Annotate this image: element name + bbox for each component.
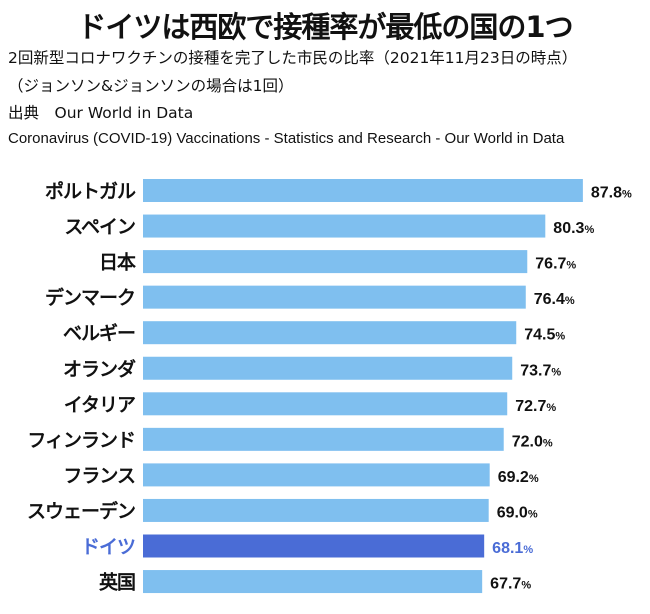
- chart-subtitle-line2: （ジョンソン&ジョンソンの場合は1回）: [8, 77, 294, 95]
- bar-8: [143, 463, 490, 487]
- source-label: 出典 Our World in Data: [8, 104, 194, 122]
- value-label: 74.5%: [524, 327, 565, 344]
- bar-11: [143, 570, 483, 594]
- source-detail: Coronavirus (COVID-19) Vaccinations - St…: [8, 130, 565, 147]
- category-label: ドイツ: [81, 536, 135, 558]
- category-label: 英国: [99, 571, 135, 594]
- value-label: 69.0%: [497, 504, 538, 521]
- value-label: 80.3%: [553, 220, 594, 237]
- category-label: スウェーデン: [27, 499, 135, 522]
- bar-10: [143, 534, 485, 558]
- bar-4: [143, 321, 517, 345]
- bar-9: [143, 498, 489, 522]
- bar-2: [143, 250, 528, 274]
- bar-6: [143, 392, 508, 416]
- category-label: スペイン: [64, 216, 135, 238]
- bar-3: [143, 285, 526, 309]
- value-label: 68.1%: [492, 540, 533, 557]
- category-label: デンマーク: [45, 286, 135, 309]
- value-label: 69.2%: [498, 469, 539, 486]
- value-label: 76.7%: [535, 256, 576, 273]
- value-label: 67.7%: [490, 576, 531, 593]
- category-label: イタリア: [64, 394, 136, 416]
- category-label: ポルトガル: [45, 180, 136, 203]
- category-label: ベルギー: [63, 323, 135, 345]
- bar-0: [143, 179, 583, 202]
- chart-subtitle-line1: 2回新型コロナワクチンの接種を完了した市民の比率（2021年11月23日の時点）: [8, 49, 578, 67]
- category-label: 日本: [99, 251, 136, 274]
- bar-7: [143, 427, 504, 451]
- value-label: 72.7%: [515, 398, 556, 415]
- category-label: オランダ: [63, 357, 136, 380]
- category-label: フィンランド: [27, 429, 135, 451]
- bar-5: [143, 356, 513, 380]
- value-label: 87.8%: [591, 185, 632, 202]
- value-label: 73.7%: [520, 362, 561, 379]
- category-label: フランス: [63, 465, 135, 487]
- bar-1: [143, 214, 546, 238]
- chart-title: ドイツは西欧で接種率が最低の国の1つ: [77, 10, 573, 44]
- value-label: 72.0%: [512, 433, 553, 450]
- value-label: 76.4%: [534, 291, 575, 308]
